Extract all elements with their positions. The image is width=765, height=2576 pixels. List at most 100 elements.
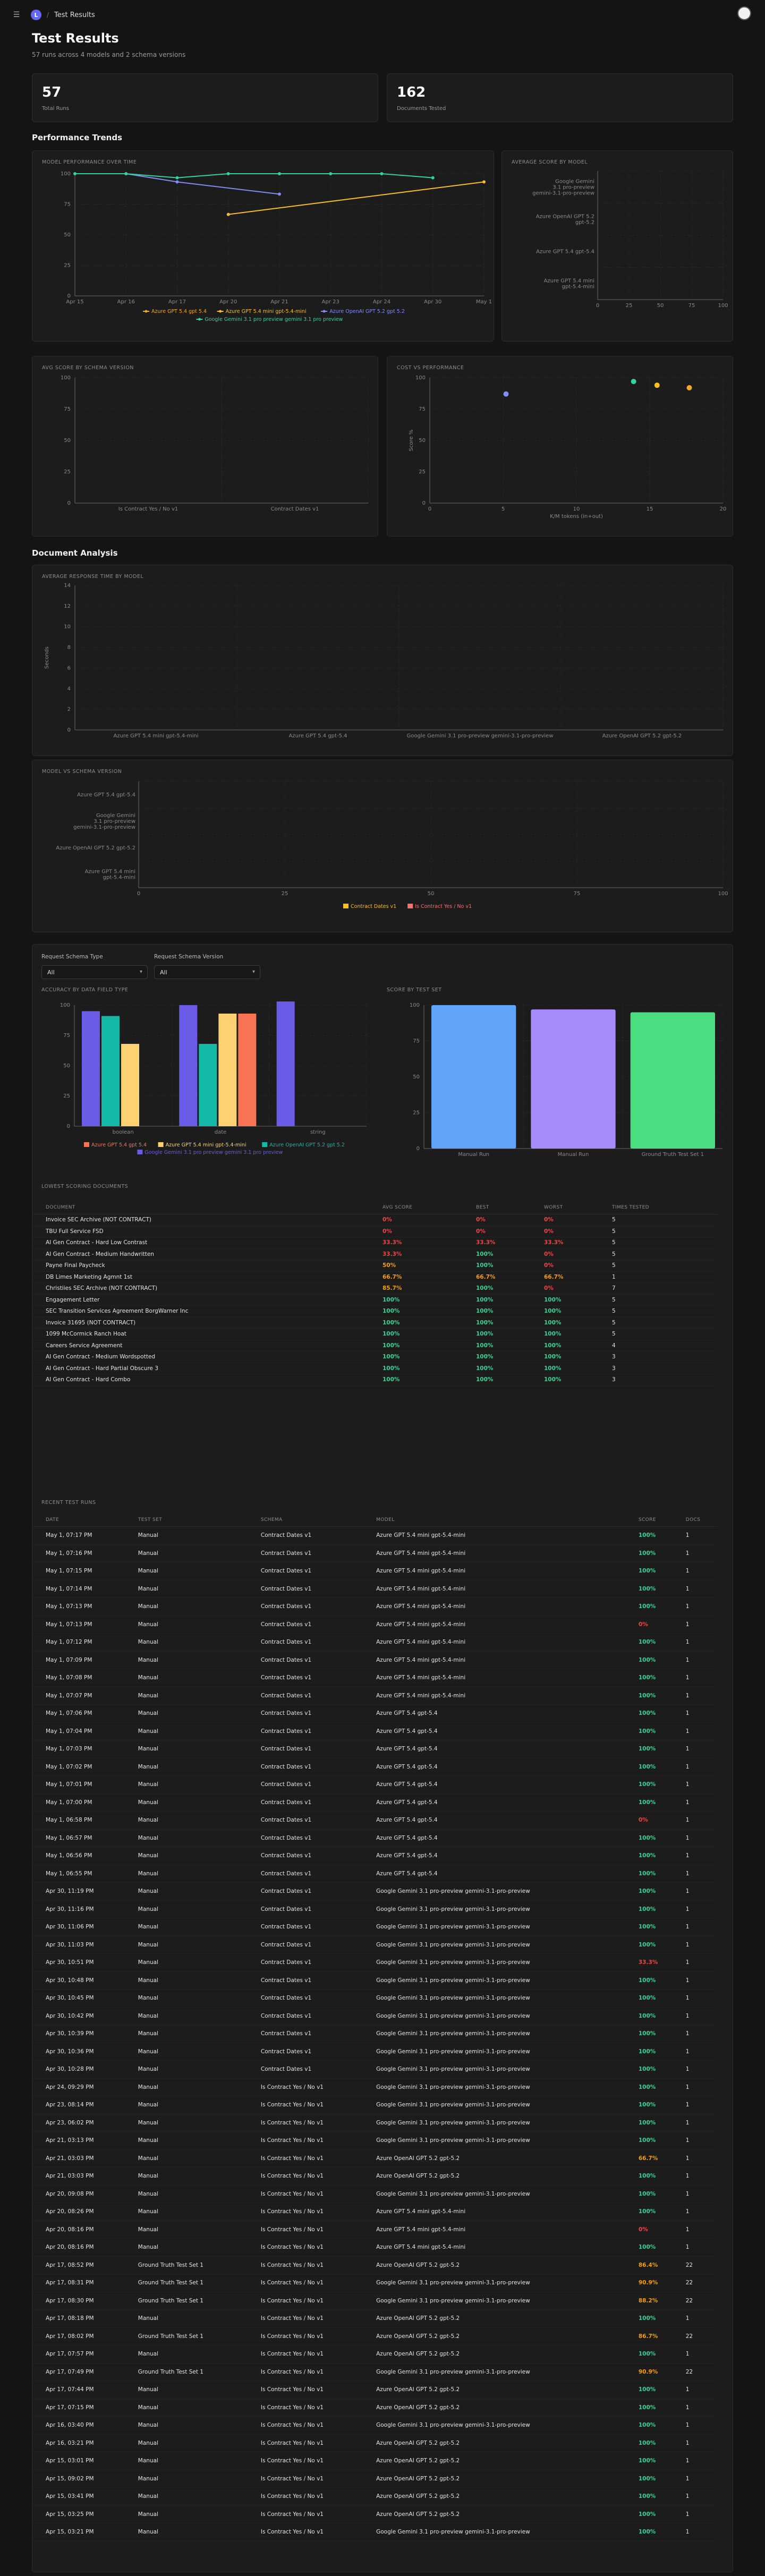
table-row[interactable]: May 1, 06:56 PM Manual Contract Dates v1 Az… — [32, 1847, 717, 1865]
table-row[interactable]: AI Gen Contract - Medium Handwritten 33.3… — [32, 1249, 717, 1260]
table-cell: 1 — [685, 2119, 690, 2126]
table-row[interactable]: AI Gen Contract - Hard Low Contrast 33.3%… — [32, 1237, 717, 1249]
table-row[interactable]: May 1, 07:07 PM Manual Contract Dates v1 Az… — [32, 1687, 717, 1705]
table-row[interactable]: Apr 30, 10:45 PM Manual Contract Dates v1 G… — [32, 1990, 717, 2008]
table-row[interactable]: AI Gen Contract - Hard Combo 100% 100% 100%… — [32, 1374, 717, 1386]
table-row[interactable]: Apr 17, 08:30 PM Ground Truth Test Set 1 I… — [32, 2292, 717, 2310]
table-row[interactable]: May 1, 06:57 PM Manual Contract Dates v1 Az… — [32, 1830, 717, 1847]
series-point — [278, 192, 281, 196]
column-header[interactable]: Times Tested — [612, 1204, 649, 1210]
table-row[interactable]: Apr 30, 11:19 PM Manual Contract Dates v1 G… — [32, 1883, 717, 1901]
table-row[interactable]: Apr 20, 08:16 PM Manual Is Contract Yes / … — [32, 2221, 717, 2239]
schema-version-select[interactable]: All ▾ — [154, 965, 260, 979]
table-row[interactable]: Apr 16, 03:21 PM Manual Is Contract Yes / … — [32, 2435, 717, 2452]
table-row[interactable]: Apr 17, 07:15 PM Manual Is Contract Yes / … — [32, 2399, 717, 2417]
table-row[interactable]: Apr 20, 09:08 PM Manual Is Contract Yes / … — [32, 2186, 717, 2203]
table-cell: Manual — [138, 1959, 158, 1966]
breadcrumb[interactable]: Test Results — [54, 11, 95, 19]
table-cell: Contract Dates v1 — [260, 1746, 312, 1753]
table-cell: Azure GPT 5.4 gpt-5.4 — [376, 1799, 438, 1806]
table-row[interactable]: Christiies SEC Archive (NOT CONTRACT) 85.… — [32, 1283, 717, 1295]
table-row[interactable]: May 1, 07:13 PM Manual Contract Dates v1 Az… — [32, 1616, 717, 1634]
table-row[interactable]: Apr 17, 08:52 PM Ground Truth Test Set 1 I… — [32, 2257, 717, 2274]
table-row[interactable]: Apr 21, 03:03 PM Manual Is Contract Yes / … — [32, 2150, 717, 2167]
app-logo[interactable]: L — [31, 10, 41, 20]
column-header[interactable]: Schema — [260, 1517, 283, 1523]
table-row[interactable]: Invoice SEC Archive (NOT CONTRACT) 0% 0% 0%… — [32, 1214, 717, 1226]
table-row[interactable]: TBU Full Service FSD 0% 0% 0% 5 — [32, 1226, 717, 1237]
table-row[interactable]: AI Gen Contract - Medium Wordspotted 100%… — [32, 1351, 717, 1363]
table-row[interactable]: 1099 McCormick Ranch Hoat 100% 100% 100% 5 — [32, 1329, 717, 1340]
table-row[interactable]: Apr 15, 03:01 PM Manual Is Contract Yes / … — [32, 2452, 717, 2470]
table-row[interactable]: Careers Service Agreement 100% 100% 100% 4 — [32, 1340, 717, 1351]
avatar[interactable] — [737, 6, 751, 20]
column-header[interactable]: Model — [376, 1517, 395, 1523]
table-row[interactable]: May 1, 07:00 PM Manual Contract Dates v1 Az… — [32, 1794, 717, 1812]
table-row[interactable]: Apr 15, 03:41 PM Manual Is Contract Yes / … — [32, 2488, 717, 2506]
table-row[interactable]: Apr 17, 08:18 PM Manual Is Contract Yes / … — [32, 2310, 717, 2328]
table-row[interactable]: Apr 23, 06:02 PM Manual Is Contract Yes / … — [32, 2114, 717, 2132]
column-header[interactable]: Test Set — [138, 1517, 163, 1523]
table-row[interactable]: SEC Transition Services Agreement BorgWa… — [32, 1306, 717, 1317]
table-row[interactable]: Apr 23, 08:14 PM Manual Is Contract Yes / … — [32, 2096, 717, 2114]
menu-icon[interactable]: ☰ — [13, 11, 20, 19]
table-row[interactable]: May 1, 07:01 PM Manual Contract Dates v1 Az… — [32, 1776, 717, 1794]
table-row[interactable]: Apr 17, 08:31 PM Ground Truth Test Set 1 I… — [32, 2274, 717, 2292]
table-row[interactable]: Apr 15, 09:02 PM Manual Is Contract Yes / … — [32, 2470, 717, 2488]
table-row[interactable]: May 1, 07:09 PM Manual Contract Dates v1 Az… — [32, 1652, 717, 1669]
table-row[interactable]: May 1, 07:15 PM Manual Contract Dates v1 Az… — [32, 1562, 717, 1580]
table-row[interactable]: Apr 30, 11:06 PM Manual Contract Dates v1 G… — [32, 1918, 717, 1936]
table-row[interactable]: Apr 17, 07:57 PM Manual Is Contract Yes / … — [32, 2345, 717, 2364]
table-row[interactable]: Apr 30, 10:51 PM Manual Contract Dates v1 G… — [32, 1954, 717, 1972]
y-tick-label: 4 — [67, 686, 71, 692]
table-row[interactable]: Apr 30, 10:42 PM Manual Contract Dates v1 G… — [32, 2008, 717, 2025]
table-row[interactable]: May 1, 07:17 PM Manual Contract Dates v1 Az… — [32, 1527, 717, 1545]
column-header[interactable]: Docs — [685, 1517, 701, 1523]
table-row[interactable]: May 1, 07:14 PM Manual Contract Dates v1 Az… — [32, 1580, 717, 1598]
table-row[interactable]: Apr 30, 11:16 PM Manual Contract Dates v1 G… — [32, 1901, 717, 1918]
column-header[interactable]: Avg Score — [382, 1204, 413, 1210]
table-row[interactable]: May 1, 07:04 PM Manual Contract Dates v1 Az… — [32, 1723, 717, 1740]
table-row[interactable]: Apr 16, 03:40 PM Manual Is Contract Yes / … — [32, 2417, 717, 2435]
table-row[interactable]: DB Limes Marketing Agmnt 1st 66.7% 66.7% 66… — [32, 1272, 717, 1283]
table-row[interactable]: Apr 15, 03:21 PM Manual Is Contract Yes / … — [32, 2523, 717, 2541]
table-row[interactable]: Apr 30, 10:48 PM Manual Contract Dates v1 G… — [32, 1972, 717, 1990]
table-cell: Is Contract Yes / No v1 — [260, 2226, 324, 2233]
table-row[interactable]: Apr 30, 10:39 PM Manual Contract Dates v1 G… — [32, 2025, 717, 2043]
table-row[interactable]: May 1, 07:02 PM Manual Contract Dates v1 Az… — [32, 1758, 717, 1776]
table-row[interactable]: Apr 20, 08:16 PM Manual Is Contract Yes / … — [32, 2239, 717, 2257]
column-header[interactable]: Date — [46, 1517, 60, 1523]
column-header[interactable]: Score — [638, 1517, 656, 1523]
table-row[interactable]: May 1, 07:06 PM Manual Contract Dates v1 Az… — [32, 1705, 717, 1723]
table-row[interactable]: Apr 21, 03:13 PM Manual Is Contract Yes / … — [32, 2132, 717, 2150]
column-header[interactable]: Best — [476, 1204, 489, 1210]
table-cell: Azure OpenAI GPT 5.2 gpt-5.2 — [376, 2155, 460, 2162]
table-row[interactable]: Apr 30, 10:28 PM Manual Contract Dates v1 G… — [32, 2061, 717, 2079]
table-row[interactable]: Invoice 31695 (NOT CONTRACT) 100% 100% 100%… — [32, 1317, 717, 1329]
table-row[interactable]: Apr 30, 10:36 PM Manual Contract Dates v1 G… — [32, 2043, 717, 2061]
table-row[interactable]: May 1, 06:55 PM Manual Contract Dates v1 Az… — [32, 1865, 717, 1883]
table-row[interactable]: Apr 15, 03:25 PM Manual Is Contract Yes / … — [32, 2506, 717, 2523]
table-row[interactable]: Apr 20, 08:26 PM Manual Is Contract Yes / … — [32, 2203, 717, 2221]
schema-type-select[interactable]: All ▾ — [41, 965, 148, 979]
table-row[interactable]: May 1, 07:12 PM Manual Contract Dates v1 Az… — [32, 1634, 717, 1652]
table-row[interactable]: Apr 21, 03:03 PM Manual Is Contract Yes / … — [32, 2167, 717, 2186]
table-row[interactable]: Apr 17, 08:02 PM Ground Truth Test Set 1 I… — [32, 2328, 717, 2345]
column-header[interactable]: Document — [46, 1204, 75, 1210]
table-row[interactable]: Apr 17, 07:44 PM Manual Is Contract Yes / … — [32, 2381, 717, 2399]
table-row[interactable]: May 1, 07:08 PM Manual Contract Dates v1 Az… — [32, 1669, 717, 1687]
table-row[interactable]: Apr 24, 09:29 PM Manual Is Contract Yes / … — [32, 2079, 717, 2096]
table-row[interactable]: Engagement Letter 100% 100% 100% 5 — [32, 1295, 717, 1306]
table-cell: 100% — [638, 2084, 656, 2090]
table-cell: Apr 30, 11:03 PM — [46, 1941, 94, 1948]
table-row[interactable]: May 1, 07:13 PM Manual Contract Dates v1 Az… — [32, 1598, 717, 1616]
table-row[interactable]: Apr 30, 11:03 PM Manual Contract Dates v1 G… — [32, 1936, 717, 1954]
table-row[interactable]: May 1, 07:03 PM Manual Contract Dates v1 Az… — [32, 1740, 717, 1758]
table-row[interactable]: May 1, 06:58 PM Manual Contract Dates v1 Az… — [32, 1812, 717, 1830]
chart-title: AVERAGE RESPONSE TIME BY MODEL — [42, 574, 144, 580]
table-row[interactable]: May 1, 07:16 PM Manual Contract Dates v1 Az… — [32, 1545, 717, 1562]
table-row[interactable]: AI Gen Contract - Hard Partial Obscure 3… — [32, 1363, 717, 1374]
table-row[interactable]: Payne Final Paycheck 50% 100% 0% 5 — [32, 1260, 717, 1272]
column-header[interactable]: Worst — [544, 1204, 563, 1210]
table-row[interactable]: Apr 17, 07:49 PM Ground Truth Test Set 1 I… — [32, 2364, 717, 2381]
